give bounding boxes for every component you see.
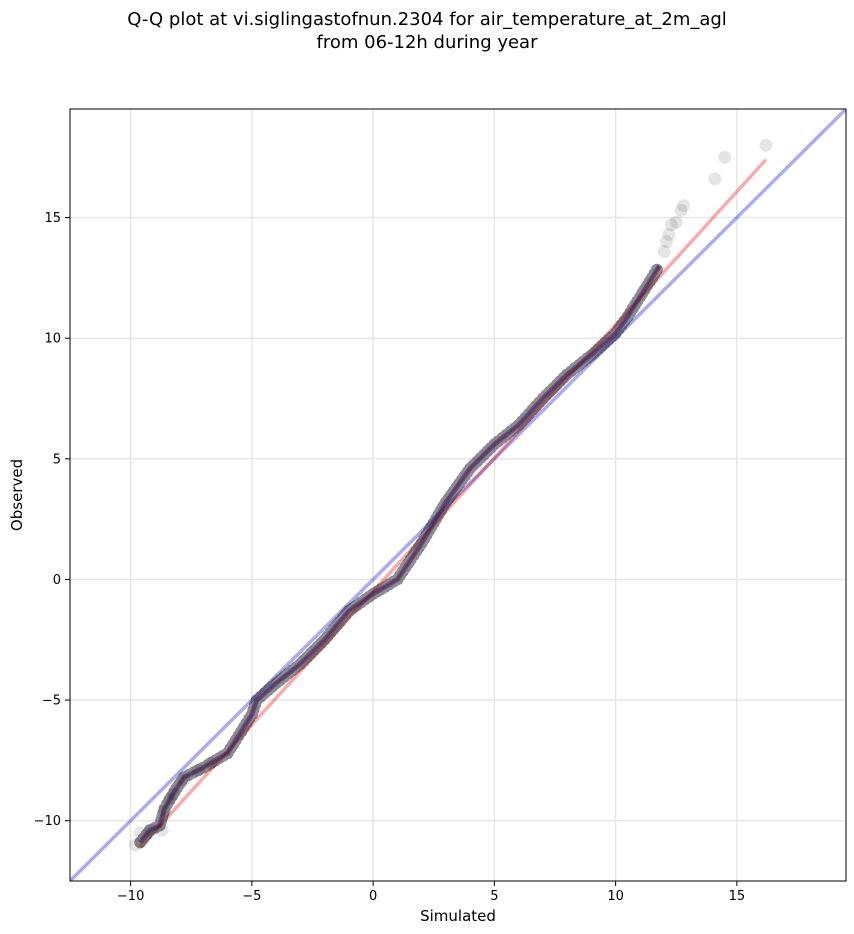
x-tick-label: 15 bbox=[729, 889, 746, 904]
outlier-point bbox=[677, 199, 691, 212]
x-tick-label: −5 bbox=[242, 889, 261, 904]
outlier-point bbox=[759, 138, 773, 152]
data-layer bbox=[70, 109, 846, 881]
outlier-point bbox=[664, 218, 678, 232]
outlier-point bbox=[177, 773, 191, 787]
outlier-point bbox=[718, 150, 732, 164]
reference-line bbox=[70, 109, 846, 881]
y-axis-label: Observed bbox=[8, 459, 26, 531]
axis-layer: −10 −5 0 5 10 15 −10 −5 0 5 10 15 bbox=[34, 211, 746, 904]
y-tick-label: 10 bbox=[44, 332, 61, 347]
grid-layer bbox=[70, 109, 846, 881]
quantile-points bbox=[134, 263, 663, 849]
chart-title-line-2: from 06-12h during year bbox=[316, 32, 538, 53]
outlier-point bbox=[657, 244, 671, 258]
outlier-point bbox=[660, 235, 674, 249]
x-tick-label: −10 bbox=[117, 889, 144, 904]
outlier-point bbox=[204, 756, 218, 770]
plot-frame bbox=[69, 108, 847, 882]
outlier-point bbox=[674, 203, 688, 217]
x-tick-label: 0 bbox=[369, 889, 377, 904]
x-tick-label: 10 bbox=[607, 889, 624, 904]
reference-trace bbox=[138, 264, 662, 844]
chart-title: Q-Q plot at vi.siglingastofnun.2304 for … bbox=[0, 8, 854, 54]
y-tick-label: 15 bbox=[44, 211, 61, 226]
y-tick-label: 5 bbox=[53, 452, 61, 467]
outlier-point bbox=[708, 172, 722, 186]
outlier-point bbox=[662, 227, 676, 241]
y-tick-label: −10 bbox=[34, 814, 61, 829]
y-tick-label: −5 bbox=[42, 694, 61, 709]
outlier-point bbox=[192, 763, 206, 777]
outlier-point bbox=[167, 787, 181, 801]
chart-title-line-1: Q-Q plot at vi.siglingastofnun.2304 for … bbox=[127, 9, 727, 30]
fit-line bbox=[139, 158, 768, 849]
outlier-point bbox=[162, 792, 176, 806]
outlier-point bbox=[128, 838, 142, 852]
outlier-point bbox=[133, 826, 147, 840]
fit-trace bbox=[139, 265, 661, 844]
x-tick-label: 5 bbox=[490, 889, 498, 904]
outlier-point bbox=[143, 823, 157, 837]
outlier-point bbox=[155, 823, 169, 837]
y-tick-label: 0 bbox=[53, 573, 61, 588]
outlier-point bbox=[669, 215, 683, 229]
x-axis-label: Simulated bbox=[420, 907, 496, 925]
outlier-point bbox=[158, 804, 172, 818]
